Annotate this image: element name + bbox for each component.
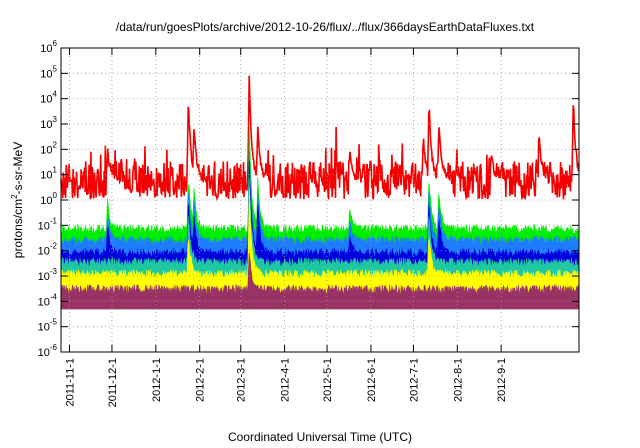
y-tick-label: 10-4 (38, 292, 58, 308)
x-tick-label: 2012-8-1 (452, 358, 464, 402)
series-area-6 (60, 188, 580, 310)
x-tick-label: 2011-12-1 (107, 358, 119, 407)
y-tick-label: 106 (40, 39, 57, 55)
y-tick-label: 105 (40, 64, 57, 80)
chart-title: /data/run/goesPlots/archive/2012-10-26/f… (116, 20, 535, 34)
x-tick-label: 2011-11-1 (65, 358, 77, 407)
x-tick-label: 2012-3-1 (236, 358, 248, 402)
x-tick-label: 2012-7-1 (408, 358, 420, 402)
x-axis: 2011-11-1 2011-12-1 2012-1-1 2012-2-1 2012-3… (65, 48, 508, 407)
y-tick-label: 10-6 (38, 343, 58, 359)
x-tick-label: 2012-1-1 (151, 358, 163, 402)
x-tick-label: 2012-5-1 (322, 358, 334, 402)
y-axis-label: protons/cm2-s-sr-MeV (10, 142, 25, 258)
y-axis-label-rest: -s-sr-MeV (11, 142, 25, 195)
series-line-1 (60, 75, 580, 202)
y-tick-label: 102 (40, 140, 57, 156)
y-tick-label: 10-3 (38, 267, 58, 283)
x-tick-label: 2012-4-1 (280, 358, 292, 402)
series-area-7 (60, 252, 580, 310)
grid (61, 48, 579, 352)
x-tick-label: 2012-2-1 (195, 358, 207, 402)
y-tick-label: 104 (40, 90, 57, 106)
y-tick-label: 100 (40, 191, 57, 207)
y-tick-label: 101 (40, 166, 57, 182)
x-axis-label: Coordinated Universal Time (UTC) (228, 430, 412, 444)
y-tick-label: 10-1 (38, 216, 58, 232)
y-axis-label-exponent: 2 (10, 194, 19, 199)
y-tick-label: 10-5 (38, 318, 58, 334)
y-tick-label: 10-2 (38, 242, 58, 258)
x-tick-label: 2012-6-1 (366, 358, 378, 402)
x-tick-label: 2012-9-1 (496, 358, 508, 402)
y-tick-label: 103 (40, 115, 57, 131)
y-axis: 10-6 10-5 10-4 10-3 10-2 10-1 100 101 102 103 104 1… (38, 39, 579, 359)
y-axis-label-unit: protons/cm (11, 199, 25, 258)
